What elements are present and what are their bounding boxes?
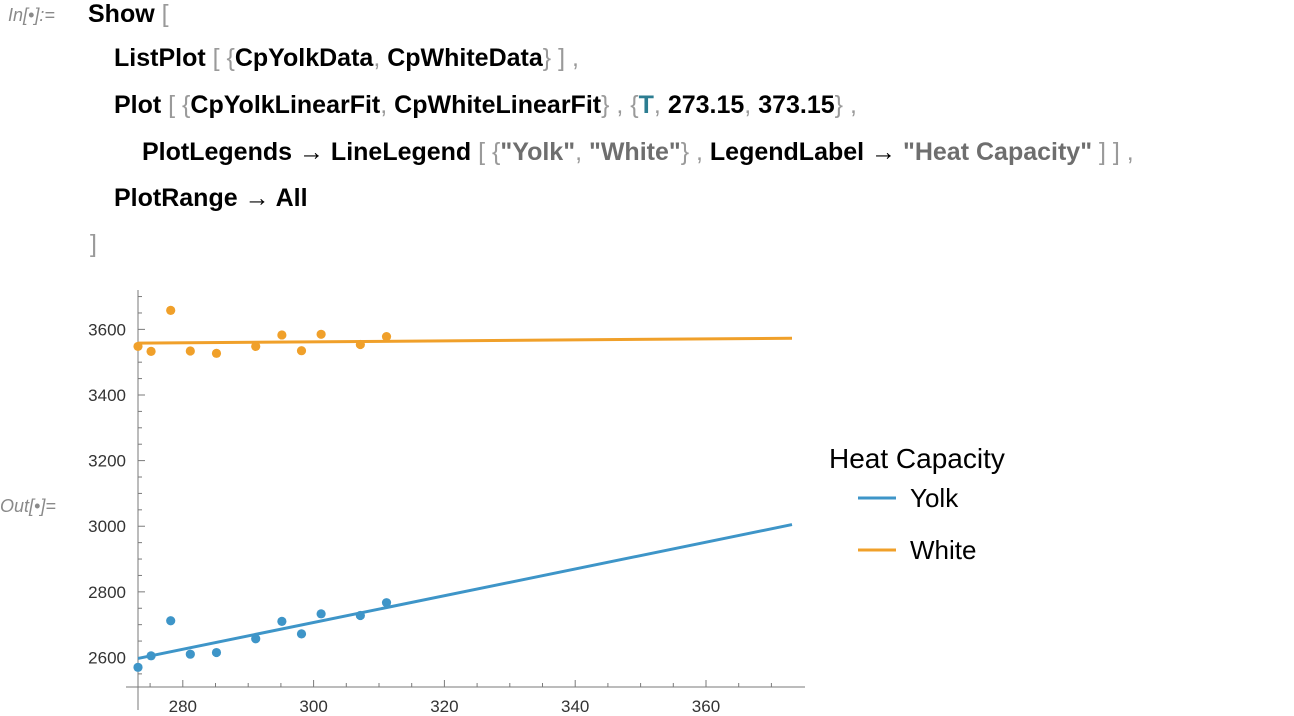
data-point-yolk xyxy=(251,634,261,644)
x-tick-label: 300 xyxy=(299,697,327,716)
fit-line-yolk xyxy=(137,523,793,660)
code-line: Show [ xyxy=(88,0,169,29)
data-point-yolk xyxy=(296,629,307,639)
x-tick-label: 360 xyxy=(692,697,720,716)
code-token: ListPlot xyxy=(114,44,206,72)
x-tick-label: 320 xyxy=(430,697,458,716)
code-token: PlotLegends xyxy=(142,138,293,166)
y-tick-label: 2600 xyxy=(88,648,126,667)
x-tick-label: 340 xyxy=(561,697,589,716)
data-point-white xyxy=(185,346,195,356)
code-token: "White" xyxy=(588,138,681,166)
data-point-white xyxy=(146,346,156,356)
output-cell-label: Out[•]= xyxy=(0,496,56,516)
data-point-yolk xyxy=(381,598,392,608)
code-token: ] xyxy=(90,230,97,258)
code-token: [ { xyxy=(161,91,191,119)
code-token: , xyxy=(380,91,395,119)
data-point-white xyxy=(316,329,326,339)
code-token: } , { xyxy=(601,91,639,119)
code-token: T xyxy=(638,91,654,119)
data-point-white xyxy=(381,331,392,342)
plot-axes: 280 300 320 340 360 2600 2800 3000 3200 3400 3600 xyxy=(88,290,805,716)
legend-entry-yolk: Yolk xyxy=(910,483,959,513)
fit-line-white xyxy=(137,336,793,345)
code-token: CpYolkLinearFit xyxy=(190,91,381,119)
code-token: , xyxy=(575,138,589,166)
code-token: "Yolk" xyxy=(500,138,576,166)
code-token: 373.15 xyxy=(758,91,835,119)
code-token: } ] , xyxy=(542,44,579,72)
data-point-white xyxy=(211,348,222,358)
legend-title: Heat Capacity xyxy=(829,443,1005,474)
code-line: PlotLegends → LineLegend [ {"Yolk", "Whi… xyxy=(142,138,1134,167)
legend-entry-white: White xyxy=(910,535,976,565)
y-tick-label: 3200 xyxy=(88,452,126,471)
code-token: [ { xyxy=(471,138,501,166)
code-token: All xyxy=(275,184,308,212)
code-line: ListPlot [ {CpYolkData, CpWhiteData} ] , xyxy=(114,44,579,73)
data-point-yolk xyxy=(355,610,365,621)
code-line: PlotRange → All xyxy=(114,184,308,213)
data-point-yolk xyxy=(185,649,195,659)
data-point-white xyxy=(251,341,261,352)
data-point-white xyxy=(355,339,365,350)
code-token: Plot xyxy=(114,91,162,119)
code-token: [ xyxy=(154,0,169,28)
code-token: CpWhiteLinearFit xyxy=(394,91,602,119)
code-token: , xyxy=(373,44,388,72)
code-token: CpYolkData xyxy=(234,44,374,72)
code-token: } , xyxy=(680,138,710,166)
code-token: , xyxy=(653,91,668,119)
code-token: [ { xyxy=(205,44,235,72)
data-point-white xyxy=(296,346,307,356)
data-point-yolk xyxy=(133,662,143,672)
data-point-yolk xyxy=(166,616,176,626)
x-tick-label: 280 xyxy=(169,697,197,716)
code-token: CpWhiteData xyxy=(387,44,543,72)
y-tick-label: 2800 xyxy=(88,583,126,602)
code-token: Show xyxy=(88,0,155,28)
code-token: ] ] , xyxy=(1092,138,1134,166)
plot-legend: Heat Capacity Yolk White xyxy=(829,443,1005,565)
code-token: LegendLabel xyxy=(709,138,865,166)
code-token: LineLegend xyxy=(330,138,472,166)
data-point-yolk xyxy=(277,616,287,626)
data-point-white xyxy=(166,305,176,315)
code-token: → xyxy=(864,138,903,166)
input-cell-label: In[•]:= xyxy=(8,5,55,25)
code-token: } , xyxy=(834,91,857,119)
y-tick-label: 3400 xyxy=(88,386,126,405)
code-token: 273.15 xyxy=(667,91,745,119)
code-token: , xyxy=(744,91,759,119)
y-tick-label: 3000 xyxy=(88,517,126,536)
data-point-white xyxy=(277,330,287,340)
data-points xyxy=(133,305,392,672)
code-token: → xyxy=(292,138,331,166)
data-point-white xyxy=(133,341,143,352)
y-tick-label: 3600 xyxy=(88,320,126,339)
data-point-yolk xyxy=(316,609,326,619)
fit-lines xyxy=(137,336,793,660)
code-line: Plot [ {CpYolkLinearFit, CpWhiteLinearFi… xyxy=(114,91,857,120)
data-point-yolk xyxy=(146,651,156,661)
code-line: ] xyxy=(90,230,97,259)
code-token: "Heat Capacity" xyxy=(903,138,1093,166)
code-token: → xyxy=(237,184,276,212)
data-point-yolk xyxy=(211,647,222,658)
code-token: PlotRange xyxy=(114,184,238,212)
